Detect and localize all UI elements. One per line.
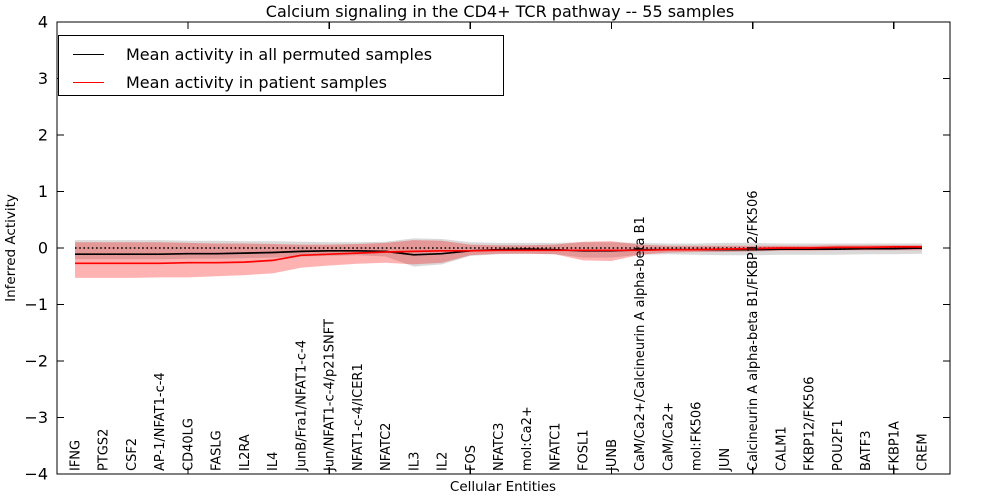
x-category-label: IFNG <box>69 440 84 471</box>
x-category-label: FASLG <box>210 430 225 471</box>
x-category-label: CD40LG <box>181 418 196 471</box>
x-axis-label: Cellular Entities <box>449 479 557 495</box>
y-tick-label: 1 <box>38 182 48 201</box>
permuted-range-band <box>75 238 922 267</box>
x-category-label: JUNB <box>605 439 620 472</box>
x-category-label: JUN <box>718 448 733 472</box>
x-category-label: JunB/Fra1/NFAT1-c-4 <box>294 340 309 472</box>
x-category-label: FKBP1A <box>887 421 902 471</box>
x-category-label: Calcineurin A alpha-beta B1/FKBP12/FK506 <box>746 191 761 471</box>
x-category-label: POU2F1 <box>831 419 846 471</box>
x-category-label: CSF2 <box>125 438 140 471</box>
y-tick-label: 3 <box>38 69 48 88</box>
legend-label-permuted: Mean activity in all permuted samples <box>126 44 433 64</box>
x-category-label: FOSL1 <box>577 430 592 471</box>
x-category-label: NFATC1 <box>548 423 563 471</box>
x-category-label: mol:Ca2+ <box>520 406 535 471</box>
legend-line-sample-permuted <box>73 53 104 55</box>
y-tick-label: 4 <box>38 13 48 32</box>
chart-title: Calcium signaling in the CD4+ TCR pathwa… <box>265 2 735 21</box>
x-category-label: IL2RA <box>238 434 253 471</box>
legend-entry-permuted: Mean activity in all permuted samples <box>59 44 432 64</box>
y-tick-label: −1 <box>24 295 48 314</box>
y-tick-label: −4 <box>24 465 48 484</box>
x-category-label: IL3 <box>407 452 422 471</box>
y-tick-label: −2 <box>24 352 48 371</box>
x-category-label: PTGS2 <box>97 429 112 471</box>
x-category-label: IL4 <box>266 452 281 471</box>
x-category-label: IL2 <box>436 452 451 471</box>
legend-label-patient: Mean activity in patient samples <box>126 72 387 92</box>
legend-line-sample-patient <box>73 81 104 83</box>
patient-mean-line <box>75 246 922 265</box>
x-category-label: NFATC3 <box>492 423 507 471</box>
x-category-label: BATF3 <box>859 431 874 472</box>
patient-range-band <box>75 240 922 278</box>
x-category-label: CALM1 <box>774 426 789 471</box>
y-tick-label: 2 <box>38 126 48 145</box>
x-category-label: FOS <box>464 445 479 471</box>
x-category-label: Jun/NFAT1-c-4/p21SNFT <box>323 319 338 472</box>
x-category-label: CaM/Ca2+ <box>661 402 676 471</box>
x-category-label: FKBP12/FK506 <box>803 377 818 472</box>
y-tick-label: 0 <box>38 239 48 258</box>
legend-entry-patient: Mean activity in patient samples <box>59 72 387 92</box>
x-category-label: AP-1/NFAT1-c-4 <box>153 372 168 471</box>
x-category-label: CREM <box>916 433 931 471</box>
x-category-label: CaM/Ca2+/Calcineurin A alpha-beta B1 <box>633 216 648 471</box>
y-axis-label: Inferred Activity <box>3 194 19 302</box>
legend-box: Mean activity in all permuted samples Me… <box>58 35 504 96</box>
y-tick-label: −3 <box>24 408 48 427</box>
x-category-label: NFAT1-c-4/ICER1 <box>351 363 366 471</box>
x-category-label: NFATC2 <box>379 423 394 471</box>
x-category-label: mol:FK506 <box>690 402 705 471</box>
